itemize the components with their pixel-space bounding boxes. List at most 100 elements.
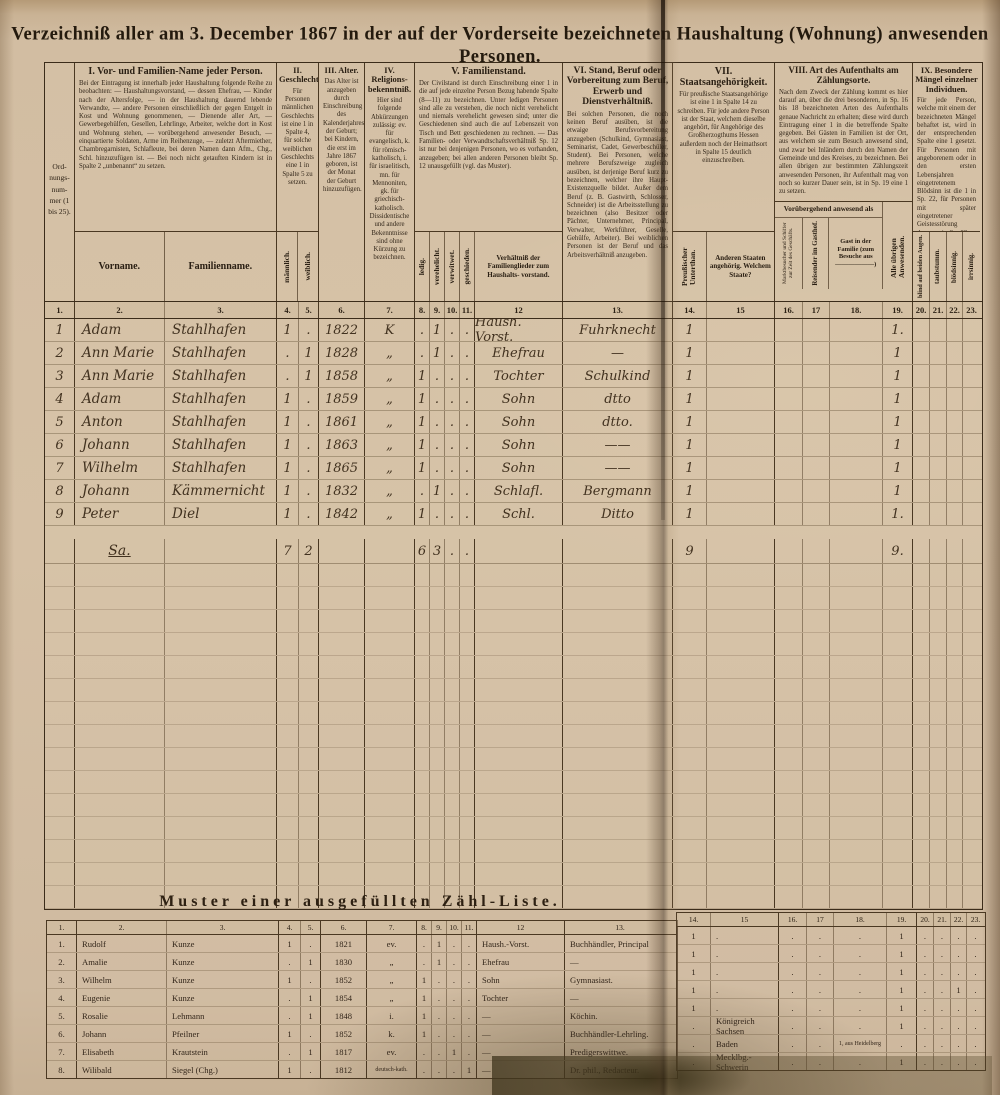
- cell-col23: [963, 564, 980, 586]
- cell-col15: [707, 610, 775, 632]
- cell-col6: [319, 863, 365, 885]
- cell-col19: [883, 725, 913, 747]
- cell-col19: 1: [883, 411, 913, 433]
- cell-col21: [930, 633, 947, 655]
- cell-col13: dtto.: [563, 411, 673, 433]
- cell-col18: [830, 411, 883, 433]
- cell-col22: [947, 610, 963, 632]
- section-viii-desc: Nach dem Zweck der Zählung kommt es hier…: [779, 88, 908, 196]
- cell-col6: [319, 840, 365, 862]
- cell-col11: .: [462, 1043, 477, 1060]
- cell-col2: Adam: [75, 388, 165, 410]
- cell-col10: .: [445, 503, 460, 525]
- cell-col13: [563, 633, 673, 655]
- cell-col1: 4: [45, 388, 75, 410]
- cell-col23: [963, 480, 980, 502]
- cell-col17: [803, 771, 830, 793]
- empty-row: [45, 771, 982, 794]
- cell-col22: .: [951, 999, 967, 1016]
- cell-col23: [963, 342, 980, 364]
- cell-col5: [299, 886, 319, 908]
- cell-col15: [707, 457, 775, 479]
- cell-col13: —: [570, 992, 579, 1003]
- cell-col16: [775, 434, 803, 456]
- empty-row: [45, 794, 982, 817]
- cell-col21: [930, 388, 947, 410]
- cell-col3: Siegel (Chg.): [167, 1061, 279, 1078]
- cell-col18: [830, 434, 883, 456]
- cell-col2: [75, 679, 165, 701]
- cell-col11: .: [460, 434, 475, 456]
- cell-col13: Schulkind: [563, 365, 673, 387]
- cell-col6: 1828: [319, 342, 365, 364]
- cell-col5: 2: [299, 539, 319, 563]
- cell-col16: [775, 503, 803, 525]
- cell-col6: 1822: [319, 319, 365, 341]
- cell-col11: [460, 725, 475, 747]
- cell-col22: [947, 457, 963, 479]
- cell-col10: [445, 610, 460, 632]
- cell-col11: 1: [462, 1061, 477, 1078]
- cell-col8: [415, 840, 430, 862]
- cell-col2: [75, 863, 165, 885]
- cell-col1: [45, 840, 75, 862]
- cell-col16: [775, 771, 803, 793]
- cell-col12: Sohn: [475, 434, 563, 456]
- taubstumm-label: taubstumm.: [934, 249, 942, 284]
- cell-col7: „: [367, 971, 417, 988]
- cell-col18: .: [834, 1053, 887, 1070]
- cell-col19: [883, 748, 913, 770]
- cell-col16: .: [779, 1053, 807, 1070]
- col-blind-header: blind auf beiden Augen.: [913, 232, 930, 301]
- muster-row: 7. Elisabeth Krautstein. 1 1817 ev... 1. — Predi…: [47, 1043, 677, 1061]
- cell-col18: [830, 503, 883, 525]
- cell-col1: [45, 725, 75, 747]
- cell-col12: —: [477, 1043, 565, 1060]
- cell-col22: [947, 342, 963, 364]
- cell-col18: 1, aus Heidelberg: [834, 1035, 887, 1052]
- cell-col23: [963, 365, 980, 387]
- cell-col10: .: [445, 457, 460, 479]
- cell-col13: [563, 725, 673, 747]
- cell-col14: [673, 725, 707, 747]
- cell-col21: [930, 610, 947, 632]
- cell-col5: .: [301, 935, 321, 952]
- cell-col8: 1: [415, 503, 430, 525]
- section-ii-geschlecht: II. Geschlecht. Für Personen männlichen …: [277, 63, 319, 301]
- cell-col11: 11.: [462, 921, 477, 934]
- cell-col3: [165, 725, 277, 747]
- cell-col4: [277, 794, 299, 816]
- cell-col16: [775, 702, 803, 724]
- cell-col8: .: [417, 935, 432, 952]
- cell-col15: [707, 503, 775, 525]
- cell-col6: 1861: [319, 411, 365, 433]
- cell-col5: [299, 771, 319, 793]
- cell-col4: [277, 610, 299, 632]
- cell-col3: [165, 748, 277, 770]
- cell-col4: [277, 633, 299, 655]
- cell-col1: 2.: [47, 953, 77, 970]
- cell-col13: ——: [563, 457, 673, 479]
- cell-col22: [947, 411, 963, 433]
- cell-col11: [460, 702, 475, 724]
- cell-col14: 1: [673, 457, 707, 479]
- cell-col16: .: [779, 945, 807, 962]
- section-i-desc: Bei der Eintragung ist innerhalb jeder H…: [79, 80, 272, 170]
- cell-col17: [803, 457, 830, 479]
- cell-col14: 1: [677, 981, 711, 998]
- cell-col8: .: [415, 319, 430, 341]
- cell-col15: Mecklbg.-Schwerin: [711, 1053, 779, 1070]
- cell-col8: 1: [417, 971, 432, 988]
- cell-col10: [445, 817, 460, 839]
- cell-col15: [707, 480, 775, 502]
- cell-col7: [365, 679, 415, 701]
- cell-col19: 1: [887, 1017, 917, 1034]
- muster-row: 5. Rosalie Lehmann. 1 1848 i. 1... — Köchin.: [47, 1007, 677, 1025]
- cell-col5: .: [299, 480, 319, 502]
- cell-col18: [830, 656, 883, 678]
- cell-col8: 1: [415, 457, 430, 479]
- col-maennlich-header: männlich.: [277, 232, 299, 301]
- cell-col17: [803, 503, 830, 525]
- cell-col20: .: [917, 927, 934, 944]
- row-spacer: [45, 526, 982, 539]
